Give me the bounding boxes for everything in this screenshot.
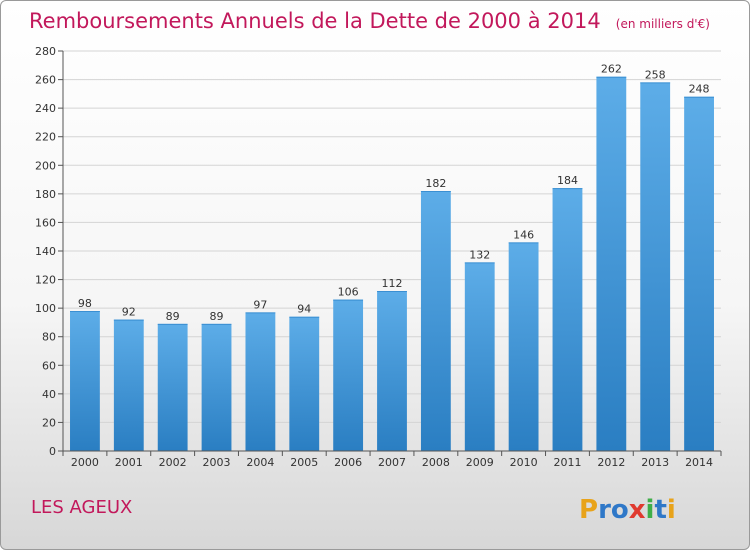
y-tick-label: 240 bbox=[35, 102, 56, 115]
value-label-2012: 262 bbox=[601, 63, 622, 76]
x-tick-label-2004: 2004 bbox=[246, 456, 274, 469]
axes: 0 20 40 60 80 100 120 140 160 180 200 220 240 260 280 2… bbox=[35, 45, 722, 469]
y-tick-label: 120 bbox=[35, 274, 56, 287]
bar-2005 bbox=[289, 316, 320, 451]
bar-2000 bbox=[70, 311, 100, 451]
y-tick-label: 60 bbox=[42, 359, 56, 372]
x-tick-label-2002: 2002 bbox=[159, 456, 187, 469]
value-label-2005: 94 bbox=[297, 303, 311, 316]
bar-2004 bbox=[245, 312, 276, 451]
place-name: LES AGEUX bbox=[31, 497, 133, 518]
y-tick-label: 20 bbox=[42, 416, 56, 429]
value-label-2001: 92 bbox=[122, 306, 136, 319]
value-label-2010: 146 bbox=[513, 228, 534, 241]
bar-2011 bbox=[552, 188, 583, 451]
value-label-2006: 106 bbox=[338, 286, 359, 299]
x-tick-label-2000: 2000 bbox=[71, 456, 99, 469]
bar-2010 bbox=[508, 242, 539, 451]
y-tick-label: 180 bbox=[35, 188, 56, 201]
y-tick-label: 160 bbox=[35, 216, 56, 229]
x-tick-label-2008: 2008 bbox=[422, 456, 450, 469]
chart-header: Remboursements Annuels de la Dette de 20… bbox=[29, 9, 710, 33]
x-tick-label-2003: 2003 bbox=[203, 456, 231, 469]
bar-2008 bbox=[420, 191, 451, 451]
bar-2012 bbox=[596, 76, 627, 451]
value-label-2002: 89 bbox=[166, 310, 180, 323]
x-tick-label-2011: 2011 bbox=[553, 456, 581, 469]
y-tick-label: 260 bbox=[35, 74, 56, 87]
y-tick-label: 80 bbox=[42, 331, 56, 344]
bars: 98 92 89 89 97 94 106 112 182 132 146 184 262 258 248 bbox=[70, 63, 714, 451]
x-tick-label-2010: 2010 bbox=[510, 456, 538, 469]
x-tick-label-2012: 2012 bbox=[597, 456, 625, 469]
y-tick-label: 220 bbox=[35, 131, 56, 144]
x-tick-label-2005: 2005 bbox=[290, 456, 318, 469]
bar-2003 bbox=[201, 323, 232, 451]
bar-2007 bbox=[377, 291, 407, 451]
y-tick-label: 280 bbox=[35, 45, 56, 58]
y-tick-label: 200 bbox=[35, 159, 56, 172]
bar-2014 bbox=[684, 96, 714, 451]
y-tick-label: 0 bbox=[49, 445, 56, 458]
svg-text:Proxiti: Proxiti bbox=[579, 495, 676, 525]
value-label-2004: 97 bbox=[253, 298, 267, 311]
bar-2013 bbox=[640, 82, 671, 451]
value-label-2014: 248 bbox=[689, 83, 710, 96]
y-tick-label: 100 bbox=[35, 302, 56, 315]
x-tick-label-2007: 2007 bbox=[378, 456, 406, 469]
proxiti-logo: Proxiti bbox=[579, 495, 676, 525]
value-label-2011: 184 bbox=[557, 174, 578, 187]
y-tick-label: 40 bbox=[42, 388, 56, 401]
chart-title: Remboursements Annuels de la Dette de 20… bbox=[29, 9, 601, 33]
y-tick-label: 140 bbox=[35, 245, 56, 258]
x-tick-label-2014: 2014 bbox=[685, 456, 713, 469]
bar-2009 bbox=[464, 262, 495, 451]
chart-unit: (en milliers d'€) bbox=[615, 17, 710, 31]
bar-2006 bbox=[333, 299, 364, 451]
value-label-2009: 132 bbox=[469, 248, 490, 261]
value-label-2013: 258 bbox=[645, 68, 666, 81]
bar-2002 bbox=[157, 323, 188, 451]
value-label-2008: 182 bbox=[425, 177, 446, 190]
x-tick-label-2006: 2006 bbox=[334, 456, 362, 469]
x-tick-label-2001: 2001 bbox=[115, 456, 143, 469]
value-label-2003: 89 bbox=[210, 310, 224, 323]
value-label-2007: 112 bbox=[382, 277, 403, 290]
x-tick-label-2009: 2009 bbox=[466, 456, 494, 469]
bar-2001 bbox=[113, 319, 144, 451]
value-label-2000: 98 bbox=[78, 297, 92, 310]
x-tick-label-2013: 2013 bbox=[641, 456, 669, 469]
